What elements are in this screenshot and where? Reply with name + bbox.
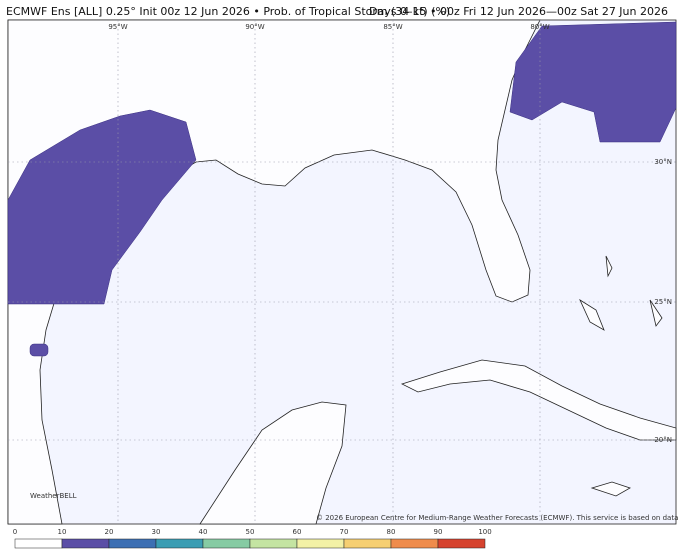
colorbar-segment <box>249 538 298 549</box>
lat-label: 30°N <box>654 158 672 166</box>
colorbar-label: 100 <box>478 528 491 536</box>
colorbar-label: 30 <box>152 528 161 536</box>
map: 95°W 90°W 85°W 80°W 30°N 25°N 20°N WeatherBELL… <box>7 19 680 525</box>
colorbar-label: 70 <box>340 528 349 536</box>
title-right: Days 0–15 • 00z Fri 12 Jun 2026—00z Sat … <box>369 5 668 18</box>
colorbar: 0 10 20 30 40 50 60 70 80 90 100 <box>13 528 492 549</box>
prob-region-blob <box>29 343 49 357</box>
lat-label: 20°N <box>654 436 672 444</box>
colorbar-label: 40 <box>199 528 208 536</box>
cuba <box>400 359 677 441</box>
graticule: 95°W 90°W 85°W 80°W 30°N 25°N 20°N <box>8 20 676 524</box>
lat-label: 25°N <box>654 298 672 306</box>
colorbar-segment <box>14 538 63 549</box>
watermark: WeatherBELL <box>30 492 77 500</box>
credit: © 2026 European Centre for Medium-Range … <box>316 514 680 522</box>
lon-label: 80°W <box>530 23 549 31</box>
lon-label: 85°W <box>383 23 402 31</box>
colorbar-segment <box>343 538 392 549</box>
colorbar-label: 90 <box>434 528 443 536</box>
colorbar-label: 20 <box>105 528 114 536</box>
colorbar-label: 60 <box>293 528 302 536</box>
prob-region-carolinas <box>509 21 677 143</box>
colorbar-label: 50 <box>246 528 255 536</box>
colorbar-label: 10 <box>58 528 67 536</box>
yucatan <box>199 401 347 525</box>
colorbar-segment <box>296 538 345 549</box>
lon-label: 95°W <box>108 23 127 31</box>
colorbar-segment <box>437 538 486 549</box>
colorbar-segment <box>108 538 157 549</box>
colorbar-label: 0 <box>13 528 17 536</box>
colorbar-segment <box>390 538 439 549</box>
colorbar-segment <box>61 538 110 549</box>
lon-label: 90°W <box>245 23 264 31</box>
bahamas <box>579 255 663 331</box>
jamaica <box>590 481 631 497</box>
title-left: ECMWF Ens [ALL] 0.25° Init 00z 12 Jun 20… <box>6 5 450 18</box>
colorbar-segment <box>155 538 204 549</box>
prob-region-texas <box>7 109 197 305</box>
colorbar-label: 80 <box>387 528 396 536</box>
colorbar-segment <box>202 538 251 549</box>
